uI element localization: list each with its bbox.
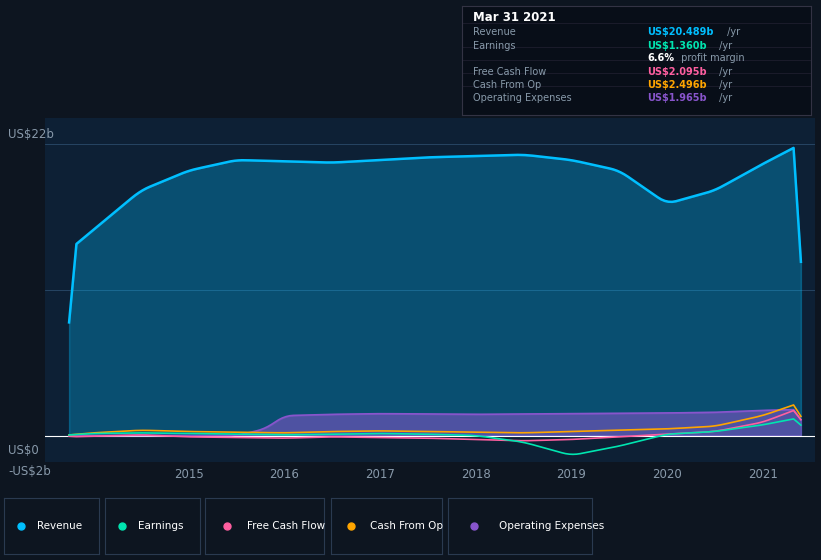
Text: Revenue: Revenue: [473, 27, 516, 38]
Text: profit margin: profit margin: [678, 53, 745, 63]
Text: Earnings: Earnings: [473, 40, 516, 50]
Text: -US$2b: -US$2b: [8, 465, 51, 478]
Text: Operating Expenses: Operating Expenses: [473, 93, 571, 103]
Text: US$20.489b: US$20.489b: [647, 27, 713, 38]
Text: Free Cash Flow: Free Cash Flow: [473, 67, 546, 77]
Text: Cash From Op: Cash From Op: [369, 521, 443, 531]
Text: US$1.360b: US$1.360b: [647, 40, 707, 50]
Text: /yr: /yr: [716, 40, 732, 50]
Text: /yr: /yr: [716, 93, 732, 103]
Text: US$0: US$0: [8, 444, 39, 457]
Text: US$1.965b: US$1.965b: [647, 93, 707, 103]
Text: Mar 31 2021: Mar 31 2021: [473, 11, 555, 24]
Text: Operating Expenses: Operating Expenses: [498, 521, 603, 531]
Text: /yr: /yr: [716, 80, 732, 90]
Text: US$2.095b: US$2.095b: [647, 67, 707, 77]
Text: Free Cash Flow: Free Cash Flow: [247, 521, 325, 531]
Text: US$2.496b: US$2.496b: [647, 80, 707, 90]
Text: Earnings: Earnings: [138, 521, 184, 531]
Text: /yr: /yr: [724, 27, 740, 38]
Text: /yr: /yr: [716, 67, 732, 77]
Text: Cash From Op: Cash From Op: [473, 80, 541, 90]
Text: US$22b: US$22b: [8, 128, 54, 141]
Text: 6.6%: 6.6%: [647, 53, 674, 63]
Text: Revenue: Revenue: [37, 521, 82, 531]
